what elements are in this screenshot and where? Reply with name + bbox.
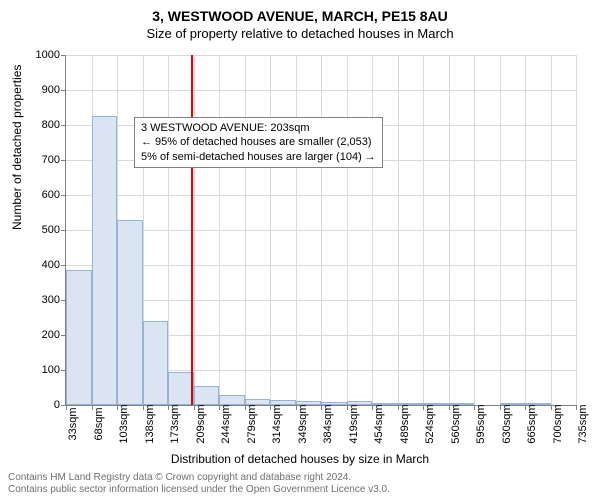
x-axis-label: Distribution of detached houses by size … [0, 452, 600, 466]
chart-subtitle: Size of property relative to detached ho… [0, 24, 600, 41]
gridline-v [219, 55, 220, 405]
gridline-v [398, 55, 399, 405]
y-tick-label: 1000 [36, 49, 60, 61]
gridline-v [321, 55, 322, 405]
annotation-line: 3 WESTWOOD AVENUE: 203sqm [141, 121, 376, 135]
y-tick-mark [61, 160, 66, 161]
annotation-box: 3 WESTWOOD AVENUE: 203sqm ← 95% of detac… [134, 117, 383, 168]
reference-line [191, 55, 193, 405]
gridline-v [296, 55, 297, 405]
chart-title: 3, WESTWOOD AVENUE, MARCH, PE15 8AU [0, 0, 600, 24]
x-tick-label: 665sqm [512, 404, 538, 443]
x-tick-label: 454sqm [359, 404, 385, 443]
histogram-bar [219, 395, 245, 406]
gridline-v [347, 55, 348, 405]
y-tick-mark [61, 125, 66, 126]
histogram-bar [270, 400, 296, 405]
y-tick-label: 900 [42, 84, 60, 96]
footer-line: Contains public sector information licen… [8, 484, 390, 496]
histogram-bar [66, 270, 92, 405]
x-tick-label: 384sqm [308, 404, 334, 443]
histogram-bar [296, 401, 322, 405]
x-tick-label: 595sqm [461, 404, 487, 443]
gridline-v [500, 55, 501, 405]
y-tick-mark [61, 230, 66, 231]
gridline-v [270, 55, 271, 405]
x-tick-label: 524sqm [410, 404, 436, 443]
gridline-v [372, 55, 373, 405]
y-tick-label: 300 [42, 294, 60, 306]
x-tick-label: 700sqm [538, 404, 564, 443]
x-tick-label: 173sqm [155, 404, 181, 443]
annotation-line: ← 95% of detached houses are smaller (2,… [141, 135, 376, 149]
x-tick-label: 735sqm [563, 404, 589, 443]
x-tick-label: 314sqm [257, 404, 283, 443]
histogram-bar [117, 220, 143, 406]
histogram-bar [194, 386, 220, 405]
y-tick-label: 400 [42, 259, 60, 271]
x-tick-label: 138sqm [130, 404, 156, 443]
histogram-bar [423, 403, 449, 405]
y-tick-label: 500 [42, 224, 60, 236]
histogram-bar [398, 403, 424, 405]
footer-line: Contains HM Land Registry data © Crown c… [8, 472, 390, 484]
annotation-line: 5% of semi-detached houses are larger (1… [141, 150, 376, 164]
histogram-bar [525, 403, 551, 405]
gridline-v [449, 55, 450, 405]
histogram-bar [500, 403, 526, 405]
x-tick-label: 209sqm [181, 404, 207, 443]
histogram-bar [372, 403, 398, 405]
y-axis-label: Number of detached properties [10, 65, 24, 230]
histogram-bar [321, 402, 347, 406]
gridline-v [551, 55, 552, 405]
gridline-v [194, 55, 195, 405]
gridline-v [576, 55, 577, 405]
gridline-v [474, 55, 475, 405]
x-tick-label: 33sqm [53, 407, 79, 440]
y-tick-label: 700 [42, 154, 60, 166]
y-tick-label: 800 [42, 119, 60, 131]
gridline-v [423, 55, 424, 405]
footer-attribution: Contains HM Land Registry data © Crown c… [8, 472, 390, 496]
chart-plot-area: 0100200300400500600700800900100033sqm68s… [65, 55, 576, 406]
y-tick-label: 200 [42, 329, 60, 341]
y-tick-label: 600 [42, 189, 60, 201]
histogram-bar [143, 321, 169, 405]
y-tick-mark [61, 265, 66, 266]
gridline-v [245, 55, 246, 405]
y-tick-mark [61, 195, 66, 196]
x-tick-label: 630sqm [487, 404, 513, 443]
histogram-bar [245, 399, 271, 405]
x-tick-label: 103sqm [104, 404, 130, 443]
histogram-bar [92, 116, 118, 405]
x-tick-label: 419sqm [334, 404, 360, 443]
x-tick-label: 279sqm [232, 404, 258, 443]
x-tick-label: 244sqm [206, 404, 232, 443]
histogram-bar [168, 372, 194, 405]
x-tick-label: 68sqm [79, 407, 105, 440]
x-tick-label: 560sqm [436, 404, 462, 443]
y-tick-mark [61, 90, 66, 91]
histogram-bar [347, 401, 373, 405]
y-tick-label: 100 [42, 364, 60, 376]
gridline-v [168, 55, 169, 405]
y-tick-mark [61, 55, 66, 56]
histogram-bar [449, 403, 475, 405]
gridline-v [525, 55, 526, 405]
x-tick-label: 489sqm [385, 404, 411, 443]
x-tick-label: 349sqm [283, 404, 309, 443]
